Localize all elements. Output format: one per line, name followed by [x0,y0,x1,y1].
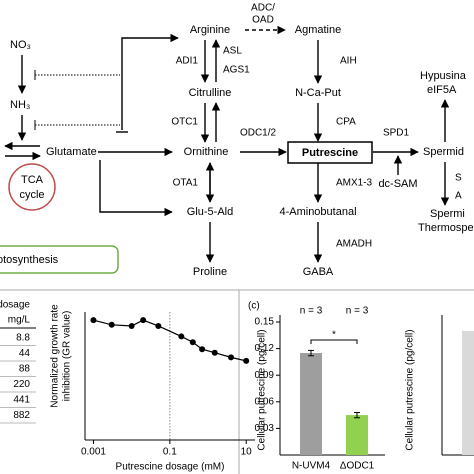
enzyme: CPA [336,117,356,128]
enzyme: A [455,191,462,202]
enzyme: AIH [340,56,357,67]
x-tick-label: 10 [241,447,253,458]
y-tick-label: 0.06 [255,396,275,407]
point [90,317,97,324]
node: Arginine [190,24,230,36]
y-axis-label: Cellular putrescine (pg/cell) [257,329,268,450]
table-cell: 441 [13,395,30,406]
point [199,346,206,353]
table-cell: 44 [19,348,31,359]
node: Glutamate [46,146,97,158]
node: NH₃ [10,99,30,111]
table-header: dosage [0,300,30,311]
node: 4-Aminobutanal [279,206,356,218]
arrow [121,33,179,130]
table-cell: 882 [13,410,30,421]
node: Glu-5-Ald [187,206,233,218]
error-bar [354,411,360,419]
point [140,317,147,324]
bar [462,330,474,455]
x-tick-label: ΔODC1 [340,461,375,472]
enzyme: ODC1/2 [240,128,277,139]
point [189,339,196,346]
point [211,349,218,356]
putrescine-box [287,141,373,164]
point [178,333,185,340]
tca-circle [8,163,56,211]
node: Ornithine [184,146,229,158]
node: GABA [303,266,334,278]
y-tick-label: 0.12 [255,343,275,354]
y-axis-label: Cellular putrescine (pg/cell) [405,329,416,450]
node: Citrulline [189,87,232,99]
point [108,321,115,328]
node: eIF5A [427,84,457,96]
node: Thermospe [418,222,474,234]
x-tick-label: N-UVM4 [292,461,331,472]
enzyme: OAD [252,15,274,26]
node: Hypusina [420,70,467,82]
node: Proline [193,266,227,278]
enzyme: SPD1 [383,128,410,139]
node: dc-SAM [378,178,417,190]
significance-bracket [310,339,358,344]
node: N-Ca-Put [295,87,341,99]
bar [346,415,368,455]
node: cycle [19,189,44,201]
enzyme: AMX1-3 [336,178,373,189]
annotation: n = 3 [300,306,323,317]
y-tick-label: 0.03 [255,423,275,434]
enzyme: ASL [223,46,242,57]
enzyme: AMADH [336,239,372,250]
annotation: n = 3 [346,306,369,317]
y-axis-label: Normalized growth rate [50,304,61,408]
point [228,354,235,361]
node: otosynthesis [0,254,59,266]
bar [300,353,322,455]
enzyme: ADI1 [176,56,199,67]
panel-label: (c) [248,301,260,312]
point [155,322,162,329]
table-cell: 88 [19,364,31,375]
node: Agmatine [295,24,341,36]
node: Putrescine [302,147,358,159]
enzyme: ADC/ [251,3,275,14]
charts: dosage mg/L 8.8 44 88 220 441 882 0.001 0.1 10 Putr… [0,300,474,473]
y-tick-label: 0.09 [255,370,275,381]
x-tick-label: 0.001 [81,447,106,458]
table-header: mg/L [8,315,31,326]
point [243,357,250,364]
node: Spermid [423,146,464,158]
x-tick-label: 0.1 [163,447,177,458]
annotation: * [332,330,336,341]
x-axis-label: Putrescine dosage (mM) [116,462,225,473]
enzyme: S [455,173,462,184]
point [128,322,135,329]
node: NO₃ [10,39,31,51]
y-axis-label: inhibition (GR value) [62,311,73,402]
photosynthesis-box [0,245,119,274]
arrow [99,160,173,217]
enzyme: OTC1 [171,117,198,128]
node: TCA [21,174,44,186]
table-cell: 220 [13,379,30,390]
enzyme: OTA1 [173,178,199,189]
node: Spermi [430,208,465,220]
error-bar [308,349,314,357]
table-cell: 8.8 [16,333,30,344]
enzyme: AGS1 [223,65,250,76]
y-tick-label: 0.15 [255,317,275,328]
pathway: NO₃ NH₃ Glutamate TCA cycle otosynthesis… [0,3,474,278]
